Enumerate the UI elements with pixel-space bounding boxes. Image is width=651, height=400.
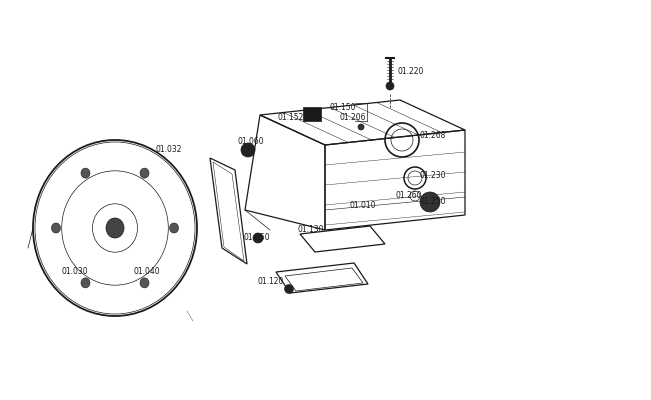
- Ellipse shape: [51, 223, 61, 233]
- Text: 01.152: 01.152: [278, 114, 305, 122]
- Text: 01.040: 01.040: [133, 266, 159, 276]
- Text: 01.120: 01.120: [257, 278, 283, 286]
- Ellipse shape: [106, 218, 124, 238]
- Ellipse shape: [81, 168, 90, 178]
- Bar: [303, 107, 321, 121]
- Text: 01.060: 01.060: [238, 138, 264, 146]
- Ellipse shape: [253, 233, 263, 243]
- Text: 01.030: 01.030: [62, 266, 89, 276]
- Ellipse shape: [140, 168, 149, 178]
- Ellipse shape: [81, 278, 90, 288]
- Text: 01.260: 01.260: [396, 190, 422, 200]
- Text: 01.250: 01.250: [419, 198, 445, 206]
- Ellipse shape: [241, 143, 255, 157]
- Ellipse shape: [284, 284, 294, 294]
- Text: 01.206: 01.206: [340, 114, 367, 122]
- Ellipse shape: [169, 223, 178, 233]
- Text: 01.032: 01.032: [155, 146, 182, 154]
- Text: 01.220: 01.220: [397, 68, 423, 76]
- Ellipse shape: [420, 192, 440, 212]
- Text: 01.230: 01.230: [419, 170, 445, 180]
- Text: 01.268: 01.268: [419, 132, 445, 140]
- Ellipse shape: [140, 278, 149, 288]
- Text: 01.150: 01.150: [330, 102, 357, 112]
- Ellipse shape: [358, 124, 364, 130]
- Ellipse shape: [386, 82, 394, 90]
- Text: 01.050: 01.050: [243, 232, 270, 242]
- Text: 01.130: 01.130: [298, 226, 324, 234]
- Text: 01.010: 01.010: [350, 200, 376, 210]
